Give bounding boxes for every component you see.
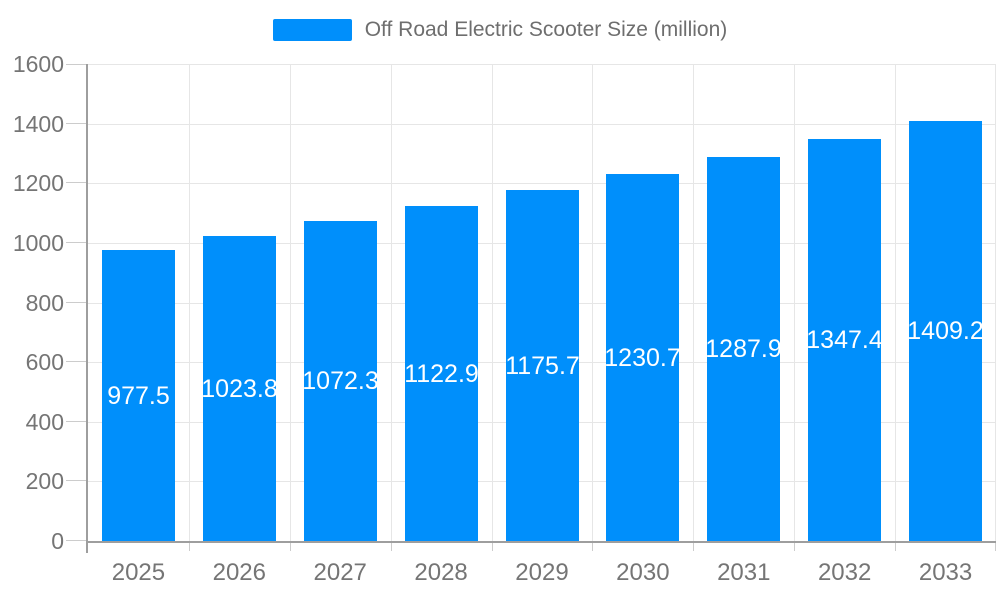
v-gridline [290,64,291,541]
y-tick [66,64,86,65]
h-gridline [88,124,996,125]
h-gridline [88,183,996,184]
x-axis-label: 2032 [817,559,872,586]
x-axis-label: 2030 [616,559,670,586]
y-axis-label: 200 [25,468,64,494]
x-axis-label: 2028 [414,559,468,586]
y-axis-label: 600 [25,349,64,375]
y-axis-label: 1600 [12,51,64,77]
y-axis-label: 800 [25,290,64,316]
y-tick [66,421,86,422]
x-tick [693,541,694,551]
x-tick [189,541,190,551]
x-axis-label: 2025 [111,559,166,586]
bar-value-label: 1122.9 [404,360,479,388]
v-gridline [693,64,694,541]
x-tick [290,541,291,551]
bar-value-label: 1023.8 [201,375,278,403]
v-gridline [391,64,392,541]
x-tick [995,541,996,551]
v-gridline [492,64,493,541]
bar[interactable] [203,236,276,541]
y-tick [66,480,86,481]
v-gridline [592,64,593,541]
y-tick [66,540,86,541]
v-gridline [895,64,896,541]
legend-swatch [272,19,352,41]
bar-value-label: 1347.4 [806,326,883,354]
y-axis-label: 400 [25,409,64,435]
v-gridline [794,64,795,541]
legend[interactable]: Off Road Electric Scooter Size (million) [0,18,1000,42]
x-tick [391,541,392,551]
x-axis-label: 2027 [313,559,367,586]
legend-label: Off Road Electric Scooter Size (million) [364,18,728,41]
x-tick [895,541,896,551]
y-tick [66,123,86,124]
bar[interactable] [606,174,679,541]
bar[interactable] [304,221,377,541]
bar-value-label: 1072.3 [302,367,379,395]
h-gridline [88,64,996,65]
x-axis-line [86,541,996,543]
bar[interactable] [102,250,175,541]
x-tick [492,541,493,551]
x-tick [794,541,795,551]
bar[interactable] [808,139,881,541]
bar[interactable] [405,206,478,541]
bar[interactable] [506,190,579,541]
bar-value-label: 1409.2 [907,317,984,345]
y-tick [66,302,86,303]
v-gridline [189,64,190,541]
v-gridline [995,64,996,541]
plot-area: 977.5 1023.8 1072.3 1122.9 1175.7 1230.7 1287.… [66,64,996,553]
y-axis-line [86,64,88,553]
x-tick [592,541,593,551]
x-axis-label: 2026 [212,559,266,586]
y-axis-label: 1000 [12,230,64,256]
bar-value-label: 1175.7 [505,352,580,380]
x-axis-label: 2029 [515,559,569,586]
y-tick [66,182,86,183]
bar-value-label: 977.5 [107,382,170,410]
x-axis-label: 2031 [717,559,771,586]
y-axis-label: 1400 [12,111,64,137]
bar-value-label: 1230.7 [604,344,681,372]
x-axis-label: 2033 [918,559,973,586]
y-axis-label: 1200 [12,170,64,196]
y-tick [66,361,86,362]
y-axis-label: 0 [51,528,64,554]
y-tick [66,242,86,243]
bar[interactable] [707,157,780,541]
bar-value-label: 1287.9 [705,335,782,363]
bar[interactable] [909,121,982,541]
